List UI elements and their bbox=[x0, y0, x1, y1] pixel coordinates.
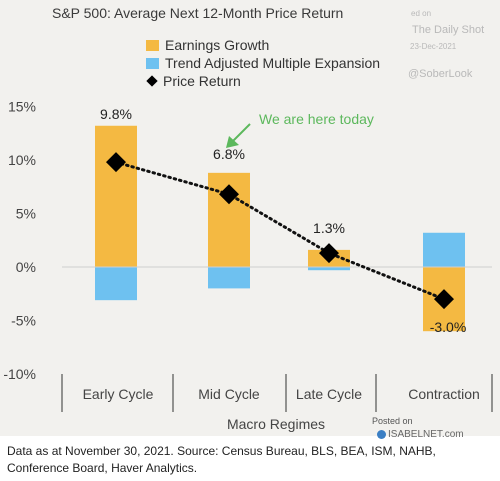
data-label: 1.3% bbox=[313, 220, 345, 236]
price-return-line bbox=[114, 160, 446, 301]
x-tick-label: Late Cycle bbox=[296, 386, 362, 402]
data-label: 6.8% bbox=[213, 146, 245, 162]
y-tick-label: 0% bbox=[16, 259, 36, 275]
legend-item-price: Price Return bbox=[146, 72, 380, 90]
bar-earnings-growth bbox=[95, 125, 137, 267]
y-tick-label: -10% bbox=[3, 366, 36, 382]
legend-swatch-earnings bbox=[146, 39, 159, 51]
price-return-marker bbox=[106, 152, 126, 173]
y-tick-label: 15% bbox=[8, 99, 36, 115]
chart-title: S&P 500: Average Next 12-Month Price Ret… bbox=[52, 5, 344, 21]
annotation-text: We are here today bbox=[259, 111, 374, 127]
data-label: -3.0% bbox=[430, 319, 467, 335]
legend-swatch-multiple bbox=[146, 57, 159, 69]
x-tick-label: Contraction bbox=[408, 386, 480, 402]
price-return-marker bbox=[434, 289, 454, 310]
watermark-source: The Daily Shot bbox=[412, 24, 485, 36]
annotation-arrow-icon bbox=[226, 136, 239, 148]
chart-plot: 15% 10% 5% 0% -5% -10% 9.8% 6.8% 1.3% -3.0% Early … bbox=[3, 99, 493, 412]
bar-multiple-expansion bbox=[423, 232, 465, 267]
watermark-posted: ed on bbox=[411, 9, 432, 18]
footer-note: Data as at November 30, 2021. Source: Ce… bbox=[7, 444, 436, 475]
legend-label-multiple: Trend Adjusted Multiple Expansion bbox=[165, 55, 381, 71]
y-tick-label: 5% bbox=[16, 206, 36, 222]
y-tick-label: 10% bbox=[8, 152, 36, 168]
watermark-date: 23-Dec-2021 bbox=[410, 42, 457, 51]
annotation-arrow-shaft bbox=[231, 123, 251, 143]
isabelnet-logo-icon bbox=[377, 430, 386, 439]
price-return-marker bbox=[219, 184, 239, 205]
data-label: 9.8% bbox=[100, 106, 132, 122]
y-tick-label: -5% bbox=[11, 313, 36, 329]
legend-item-earnings: Earnings Growth bbox=[146, 36, 380, 54]
credit-site: ISABELNET.com bbox=[377, 429, 464, 440]
price-return-marker bbox=[319, 243, 339, 264]
bar-multiple-expansion bbox=[208, 267, 250, 289]
bar-multiple-expansion bbox=[95, 267, 137, 301]
credit-site-label: ISABELNET.com bbox=[388, 429, 464, 440]
x-tick-label: Mid Cycle bbox=[198, 386, 260, 402]
bar-multiple-expansion bbox=[308, 267, 350, 271]
legend-label-earnings: Earnings Growth bbox=[165, 37, 270, 53]
credit-posted: Posted on bbox=[372, 416, 413, 426]
x-tick-label: Early Cycle bbox=[83, 386, 154, 402]
legend: Earnings Growth Trend Adjusted Multiple … bbox=[146, 36, 380, 90]
watermark-handle: @SoberLook bbox=[408, 68, 473, 80]
legend-item-multiple: Trend Adjusted Multiple Expansion bbox=[146, 54, 380, 72]
legend-label-price: Price Return bbox=[163, 73, 241, 89]
x-axis-title: Macro Regimes bbox=[226, 416, 326, 432]
